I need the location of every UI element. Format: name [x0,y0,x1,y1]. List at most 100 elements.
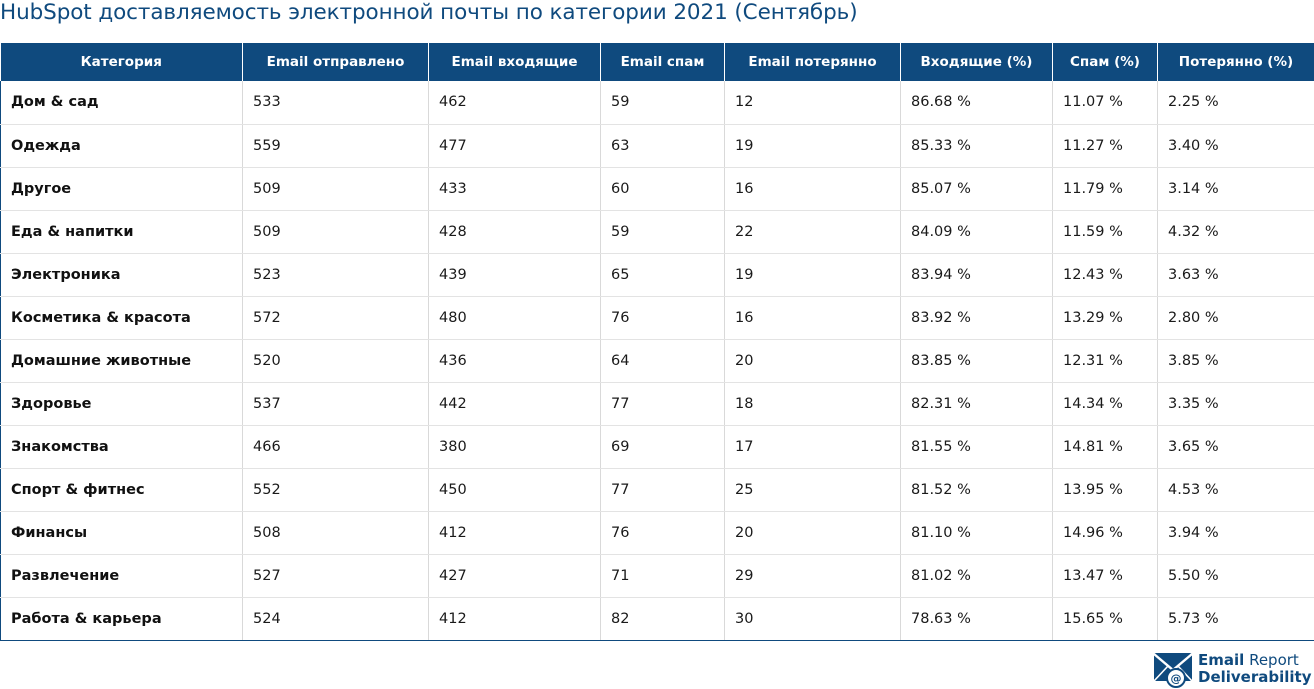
cell-lost-percent: 2.25 % [1157,81,1314,125]
table-row: Электроника 523 439 65 19 83.94 % 12.43 … [0,253,1314,297]
cell-email-inbox: 428 [428,210,601,254]
cell-email-sent: 533 [242,81,429,125]
cell-email-spam: 59 [600,210,725,254]
cell-category: Другое [0,167,243,211]
cell-email-lost: 22 [724,210,901,254]
cell-lost-percent: 5.50 % [1157,554,1314,598]
cell-inbox-percent: 83.85 % [900,339,1053,383]
cell-email-spam: 76 [600,296,725,340]
cell-email-lost: 16 [724,167,901,211]
table-row: Финансы 508 412 76 20 81.10 % 14.96 % 3.… [0,511,1314,555]
cell-spam-percent: 13.95 % [1052,468,1158,512]
cell-lost-percent: 5.73 % [1157,597,1314,641]
cell-category: Спорт & фитнес [0,468,243,512]
cell-email-inbox: 427 [428,554,601,598]
header-email-inbox: Email входящие [428,43,601,81]
cell-spam-percent: 13.29 % [1052,296,1158,340]
envelope-at-icon: @ [1153,653,1193,688]
cell-lost-percent: 3.94 % [1157,511,1314,555]
cell-email-inbox: 433 [428,167,601,211]
header-spam-percent: Спам (%) [1052,43,1158,81]
cell-email-sent: 520 [242,339,429,383]
cell-spam-percent: 14.81 % [1052,425,1158,469]
table-header-row: Категория Email отправлено Email входящи… [0,43,1314,81]
cell-email-spam: 64 [600,339,725,383]
cell-inbox-percent: 81.52 % [900,468,1053,512]
cell-email-spam: 65 [600,253,725,297]
table-row: Косметика & красота 572 480 76 16 83.92 … [0,296,1314,340]
cell-category: Косметика & красота [0,296,243,340]
cell-email-lost: 12 [724,81,901,125]
cell-email-lost: 25 [724,468,901,512]
cell-email-sent: 552 [242,468,429,512]
cell-email-lost: 30 [724,597,901,641]
cell-email-sent: 527 [242,554,429,598]
cell-email-spam: 82 [600,597,725,641]
cell-spam-percent: 13.47 % [1052,554,1158,598]
cell-email-sent: 537 [242,382,429,426]
cell-lost-percent: 3.40 % [1157,124,1314,168]
header-lost-percent: Потерянно (%) [1157,43,1314,81]
table-row: Одежда 559 477 63 19 85.33 % 11.27 % 3.4… [0,124,1314,168]
header-email-sent: Email отправлено [242,43,429,81]
cell-inbox-percent: 85.07 % [900,167,1053,211]
cell-lost-percent: 3.14 % [1157,167,1314,211]
cell-email-sent: 523 [242,253,429,297]
cell-inbox-percent: 85.33 % [900,124,1053,168]
cell-spam-percent: 11.07 % [1052,81,1158,125]
table-row: Знакомства 466 380 69 17 81.55 % 14.81 %… [0,425,1314,469]
cell-email-inbox: 462 [428,81,601,125]
cell-email-sent: 559 [242,124,429,168]
cell-email-spam: 77 [600,382,725,426]
cell-spam-percent: 11.79 % [1052,167,1158,211]
cell-spam-percent: 14.96 % [1052,511,1158,555]
cell-email-sent: 509 [242,210,429,254]
cell-category: Знакомства [0,425,243,469]
cell-lost-percent: 3.35 % [1157,382,1314,426]
cell-category: Электроника [0,253,243,297]
cell-email-inbox: 450 [428,468,601,512]
cell-category: Здоровье [0,382,243,426]
cell-inbox-percent: 83.92 % [900,296,1053,340]
cell-email-lost: 19 [724,124,901,168]
cell-spam-percent: 11.27 % [1052,124,1158,168]
cell-email-inbox: 412 [428,511,601,555]
cell-category: Домашние животные [0,339,243,383]
cell-email-inbox: 439 [428,253,601,297]
cell-email-spam: 69 [600,425,725,469]
cell-inbox-percent: 82.31 % [900,382,1053,426]
cell-lost-percent: 3.85 % [1157,339,1314,383]
cell-email-lost: 29 [724,554,901,598]
cell-inbox-percent: 81.02 % [900,554,1053,598]
cell-category: Финансы [0,511,243,555]
cell-email-sent: 509 [242,167,429,211]
cell-email-spam: 59 [600,81,725,125]
cell-email-spam: 63 [600,124,725,168]
table-row: Еда & напитки 509 428 59 22 84.09 % 11.5… [0,210,1314,254]
svg-text:@: @ [1171,672,1182,685]
cell-email-spam: 76 [600,511,725,555]
brand-logo[interactable]: @ Email Report Deliverability [1153,649,1312,689]
cell-inbox-percent: 83.94 % [900,253,1053,297]
cell-spam-percent: 11.59 % [1052,210,1158,254]
cell-category: Еда & напитки [0,210,243,254]
cell-email-lost: 18 [724,382,901,426]
cell-email-lost: 17 [724,425,901,469]
page-title: HubSpot доставляемость электронной почты… [0,0,858,25]
cell-email-inbox: 412 [428,597,601,641]
cell-category: Развлечение [0,554,243,598]
cell-email-lost: 20 [724,339,901,383]
cell-email-inbox: 477 [428,124,601,168]
cell-email-spam: 71 [600,554,725,598]
cell-lost-percent: 2.80 % [1157,296,1314,340]
cell-category: Дом & сад [0,81,243,125]
cell-spam-percent: 12.31 % [1052,339,1158,383]
header-inbox-percent: Входящие (%) [900,43,1053,81]
cell-email-sent: 466 [242,425,429,469]
header-category: Категория [0,43,243,81]
cell-category: Работа & карьера [0,597,243,641]
cell-lost-percent: 4.32 % [1157,210,1314,254]
cell-inbox-percent: 84.09 % [900,210,1053,254]
cell-inbox-percent: 78.63 % [900,597,1053,641]
table-row: Домашние животные 520 436 64 20 83.85 % … [0,339,1314,383]
